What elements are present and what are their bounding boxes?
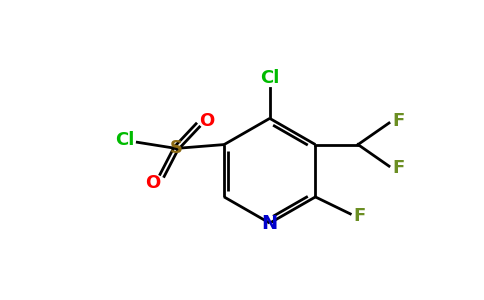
Text: S: S	[169, 140, 182, 158]
Text: O: O	[145, 174, 160, 192]
Text: N: N	[262, 214, 278, 232]
Text: Cl: Cl	[115, 131, 135, 149]
Text: Cl: Cl	[260, 69, 279, 87]
Text: F: F	[392, 112, 405, 130]
Text: F: F	[392, 159, 405, 177]
Text: O: O	[199, 112, 215, 130]
Text: F: F	[353, 207, 366, 225]
